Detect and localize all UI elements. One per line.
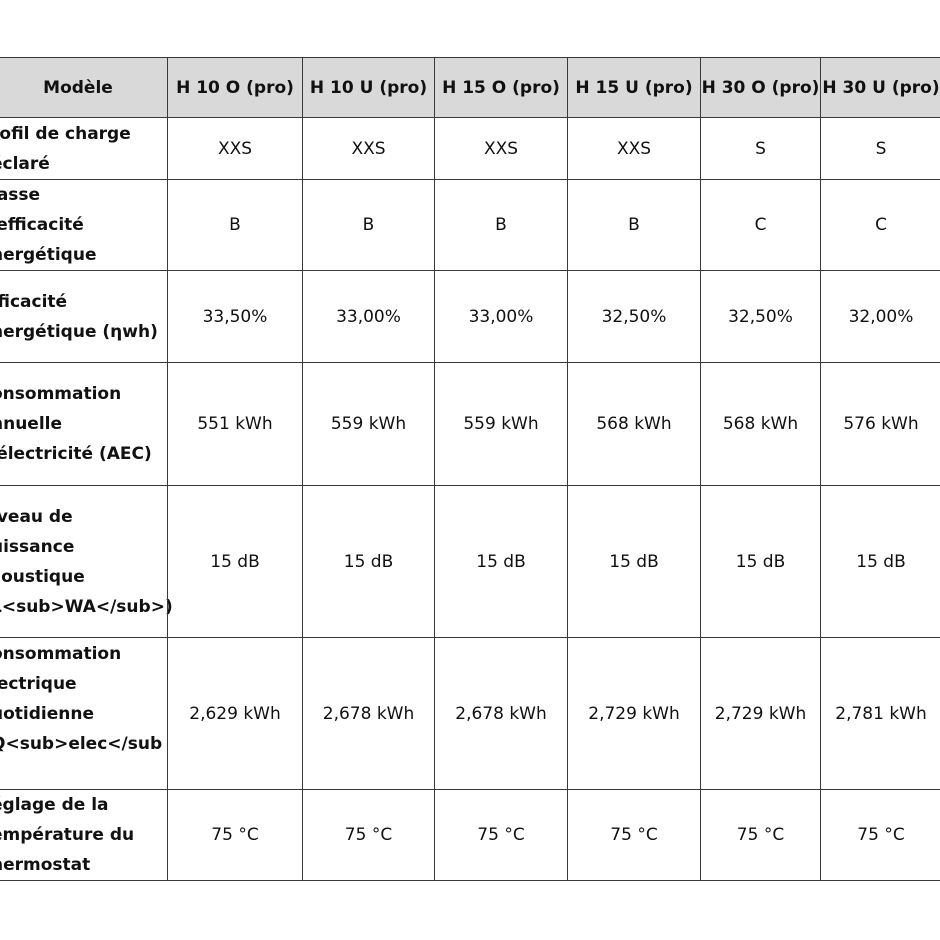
value-cell: 568 kWh [567, 362, 701, 486]
value-cell: B [434, 179, 568, 271]
value-cell: 32,00% [820, 270, 940, 363]
value-cell: S [820, 117, 940, 180]
value-cell: S [700, 117, 821, 180]
label-line: coustique [0, 566, 85, 587]
value-cell: XXS [567, 117, 701, 180]
label-line: Q<sub>elec</sub [0, 733, 163, 754]
value-cell: XXS [302, 117, 435, 180]
value-cell: 33,50% [167, 270, 303, 363]
label-line: églage de la [0, 795, 109, 815]
label-line: uotidienne [0, 703, 94, 724]
value-cell: 2,729 kWh [700, 637, 821, 790]
row-label-text: onsommation lectrique uotidienne Q<sub>elec… [0, 639, 162, 789]
label-line: 'efficacité [0, 215, 84, 235]
row-label: rofil de charge éclaré [0, 117, 168, 180]
value-cell: 2,729 kWh [567, 637, 701, 790]
label-line: éclaré [0, 153, 50, 174]
row-label: iveau de uissance coustique L<sub>WA</sub>) [0, 485, 173, 638]
label-line: onsommation [0, 643, 122, 664]
value-cell: 32,50% [567, 270, 701, 363]
value-cell: 559 kWh [434, 362, 568, 486]
value-cell: 2,678 kWh [302, 637, 435, 790]
header-cell: Modèle [0, 57, 168, 118]
value-cell: 2,678 kWh [434, 637, 568, 790]
value-cell: 75 °C [820, 789, 940, 881]
value-cell: 15 dB [302, 485, 435, 638]
header-cell: H 10 U (pro) [302, 57, 435, 118]
value-cell: 33,00% [302, 270, 435, 363]
value-cell: 75 °C [167, 789, 303, 881]
row-label-text: rofil de charge éclaré [0, 119, 131, 179]
value-cell: 2,781 kWh [820, 637, 940, 790]
label-line: rofil de charge [0, 123, 131, 144]
value-cell: 15 dB [167, 485, 303, 638]
value-cell: 15 dB [434, 485, 568, 638]
row-label-text: iveau de uissance coustique L<sub>WA</sub>) [0, 502, 173, 622]
row-label: lasse 'efficacité nergétique [0, 179, 168, 271]
value-cell: C [820, 179, 940, 271]
label-line: lectrique [0, 673, 77, 694]
row-label-text: fficacité nergétique (ηwh) [0, 287, 158, 347]
label-line: 'électricité (AEC) [0, 444, 152, 464]
value-cell: 32,50% [700, 270, 821, 363]
value-cell: 75 °C [302, 789, 435, 881]
value-cell: C [700, 179, 821, 271]
label-line: iveau de [0, 506, 73, 527]
value-cell: 568 kWh [700, 362, 821, 486]
label-line: fficacité [0, 291, 68, 312]
value-cell: 75 °C [700, 789, 821, 881]
row-label-text: lasse 'efficacité nergétique [0, 180, 96, 270]
label-line: hermostat [0, 855, 91, 875]
label-line: nergétique [0, 245, 97, 265]
value-cell: B [302, 179, 435, 271]
header-cell: H 15 O (pro) [434, 57, 568, 118]
value-cell: 576 kWh [820, 362, 940, 486]
row-label: églage de la empérature du hermostat [0, 789, 168, 881]
value-cell: 2,629 kWh [167, 637, 303, 790]
label-line: onsommation [0, 384, 122, 404]
value-cell: 75 °C [567, 789, 701, 881]
row-label: onsommation lectrique uotidienne Q<sub>elec… [0, 637, 168, 790]
value-cell: 551 kWh [167, 362, 303, 486]
header-cell: H 30 O (pro) [700, 57, 821, 118]
label-line: empérature du [0, 825, 135, 845]
label-line: uissance [0, 536, 75, 557]
value-cell: XXS [434, 117, 568, 180]
header-cell: H 10 O (pro) [167, 57, 303, 118]
value-cell: 15 dB [567, 485, 701, 638]
header-cell: H 30 U (pro) [820, 57, 940, 118]
value-cell: B [167, 179, 303, 271]
label-line: L<sub>WA</sub>) [0, 596, 173, 617]
value-cell: 75 °C [434, 789, 568, 881]
value-cell: XXS [167, 117, 303, 180]
value-cell: B [567, 179, 701, 271]
label-line: ) [0, 759, 162, 789]
value-cell: 559 kWh [302, 362, 435, 486]
row-label: fficacité nergétique (ηwh) [0, 270, 168, 363]
row-label-text: églage de la empérature du hermostat [0, 790, 134, 880]
label-line: lasse [0, 185, 41, 205]
value-cell: 15 dB [700, 485, 821, 638]
value-cell: 15 dB [820, 485, 940, 638]
label-line: nergétique (ηwh) [0, 321, 158, 342]
header-cell: H 15 U (pro) [567, 57, 701, 118]
value-cell: 33,00% [434, 270, 568, 363]
